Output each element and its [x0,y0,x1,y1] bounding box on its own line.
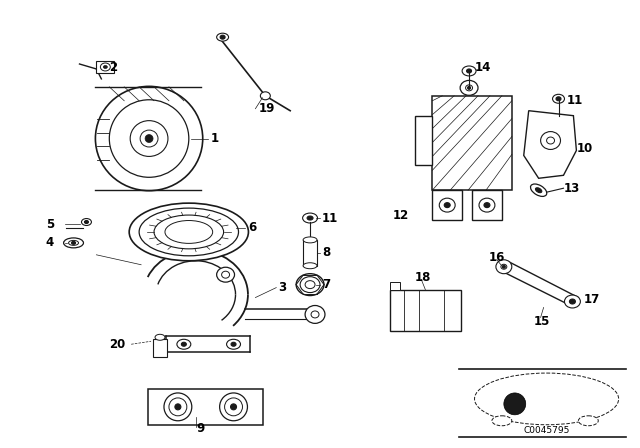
Ellipse shape [479,198,495,212]
Ellipse shape [100,63,110,71]
Ellipse shape [109,100,189,177]
Ellipse shape [501,264,507,269]
Ellipse shape [230,404,237,410]
Ellipse shape [139,208,239,256]
Text: 20: 20 [109,338,125,351]
Ellipse shape [468,86,470,89]
Bar [472,190,502,220]
Ellipse shape [221,271,230,278]
Text: 13: 13 [563,182,580,195]
Ellipse shape [227,339,241,349]
Text: 16: 16 [489,251,506,264]
Bar [415,116,432,165]
Ellipse shape [474,373,619,425]
Text: 18: 18 [415,271,431,284]
Bar [390,282,399,289]
Text: 6: 6 [248,221,257,234]
Ellipse shape [169,398,187,416]
Text: 14: 14 [475,61,492,74]
Ellipse shape [305,306,325,323]
Bar [390,289,461,332]
Ellipse shape [311,311,319,318]
Ellipse shape [536,188,542,193]
Text: 9: 9 [196,422,205,435]
Ellipse shape [564,295,580,308]
Ellipse shape [570,299,575,304]
Ellipse shape [154,215,223,249]
Bar [432,96,512,190]
Ellipse shape [303,263,317,269]
Ellipse shape [225,398,243,416]
Text: 8: 8 [322,246,330,259]
Ellipse shape [140,130,158,147]
Ellipse shape [165,220,212,243]
Ellipse shape [467,69,472,73]
Ellipse shape [220,393,248,421]
Text: 11: 11 [566,94,582,107]
Text: 1: 1 [211,132,219,145]
Ellipse shape [502,265,506,268]
Ellipse shape [465,85,472,91]
Bar [153,339,167,357]
Ellipse shape [305,280,315,289]
Ellipse shape [300,277,320,293]
Text: 5: 5 [45,217,54,231]
Ellipse shape [220,35,225,39]
Ellipse shape [103,65,108,69]
Bar [97,61,115,73]
Ellipse shape [460,80,478,95]
Text: C0045795: C0045795 [524,426,570,435]
Text: 10: 10 [577,142,593,155]
Text: 11: 11 [322,211,338,224]
Text: 7: 7 [322,278,330,291]
Ellipse shape [552,95,564,103]
Ellipse shape [444,202,450,207]
Text: 15: 15 [534,315,550,328]
Ellipse shape [541,132,561,150]
Ellipse shape [181,342,186,346]
Ellipse shape [547,137,554,144]
Ellipse shape [504,393,525,415]
Text: 2: 2 [109,61,117,74]
Ellipse shape [155,334,165,340]
Ellipse shape [95,86,203,191]
Ellipse shape [484,202,490,207]
Ellipse shape [217,267,234,282]
Ellipse shape [68,241,79,246]
Ellipse shape [72,241,76,244]
Ellipse shape [129,203,248,261]
Polygon shape [499,262,579,305]
Ellipse shape [164,393,192,421]
Text: 17: 17 [583,293,600,306]
Ellipse shape [462,66,476,76]
Text: 12: 12 [392,209,409,222]
Ellipse shape [303,213,317,223]
Ellipse shape [217,33,228,41]
Ellipse shape [439,198,455,212]
Ellipse shape [556,97,561,101]
Ellipse shape [307,216,313,220]
Ellipse shape [84,220,88,224]
Ellipse shape [531,184,547,196]
Ellipse shape [145,134,153,142]
Ellipse shape [231,342,236,346]
Ellipse shape [492,416,512,426]
Bar [148,389,263,425]
Text: 19: 19 [259,102,275,115]
Ellipse shape [175,404,181,410]
Polygon shape [524,111,577,178]
Bar [303,240,317,266]
Ellipse shape [303,237,317,243]
Ellipse shape [177,339,191,349]
Text: 3: 3 [278,281,286,294]
Text: 4: 4 [45,237,54,250]
Ellipse shape [63,238,83,248]
Ellipse shape [579,416,598,426]
Bar [432,190,462,220]
Ellipse shape [81,219,92,225]
Ellipse shape [260,92,270,100]
Ellipse shape [130,121,168,156]
Ellipse shape [496,260,512,274]
Ellipse shape [296,274,324,296]
